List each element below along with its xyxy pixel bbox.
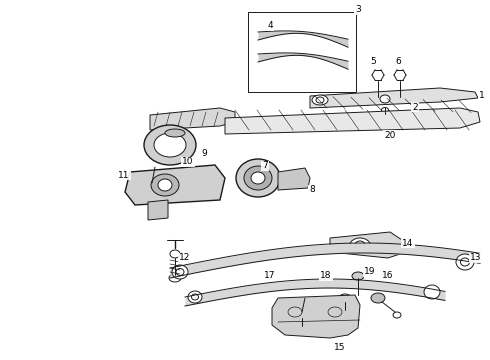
Text: 18: 18 (320, 271, 332, 280)
Polygon shape (150, 108, 235, 130)
Ellipse shape (350, 238, 370, 252)
Text: 9: 9 (201, 148, 207, 158)
Text: 1: 1 (479, 90, 485, 99)
Text: 19: 19 (364, 267, 376, 276)
Text: 7: 7 (262, 162, 268, 171)
Polygon shape (330, 232, 402, 258)
Polygon shape (148, 200, 168, 220)
Text: 5: 5 (370, 58, 376, 67)
Polygon shape (272, 295, 360, 338)
Ellipse shape (316, 97, 324, 103)
Polygon shape (278, 168, 310, 190)
Ellipse shape (236, 159, 280, 197)
Ellipse shape (154, 133, 186, 157)
Bar (248, 12, 356, 92)
Text: 3: 3 (355, 5, 361, 14)
Ellipse shape (188, 291, 202, 303)
Text: 8: 8 (309, 185, 315, 194)
Polygon shape (310, 88, 478, 108)
Ellipse shape (371, 293, 385, 303)
Ellipse shape (424, 285, 440, 299)
Ellipse shape (165, 129, 185, 137)
Polygon shape (225, 108, 480, 134)
Ellipse shape (144, 125, 196, 165)
Text: 2: 2 (412, 103, 418, 112)
Text: 4: 4 (267, 22, 273, 31)
Polygon shape (125, 165, 225, 205)
Text: 11: 11 (118, 171, 130, 180)
Text: 15: 15 (334, 343, 346, 352)
Text: 13: 13 (470, 253, 482, 262)
Text: 17: 17 (264, 270, 276, 279)
Text: 14: 14 (402, 238, 414, 248)
Text: 6: 6 (395, 58, 401, 67)
Ellipse shape (158, 179, 172, 191)
Ellipse shape (352, 272, 364, 280)
Ellipse shape (151, 174, 179, 196)
Ellipse shape (244, 166, 272, 190)
Ellipse shape (312, 95, 328, 105)
Ellipse shape (251, 172, 265, 184)
Text: 10: 10 (182, 158, 194, 166)
Text: 20: 20 (384, 130, 396, 139)
Ellipse shape (380, 95, 390, 103)
Ellipse shape (172, 265, 188, 279)
Ellipse shape (456, 254, 474, 270)
Ellipse shape (300, 326, 310, 334)
Text: 16: 16 (382, 271, 394, 280)
Text: 12: 12 (179, 253, 191, 262)
